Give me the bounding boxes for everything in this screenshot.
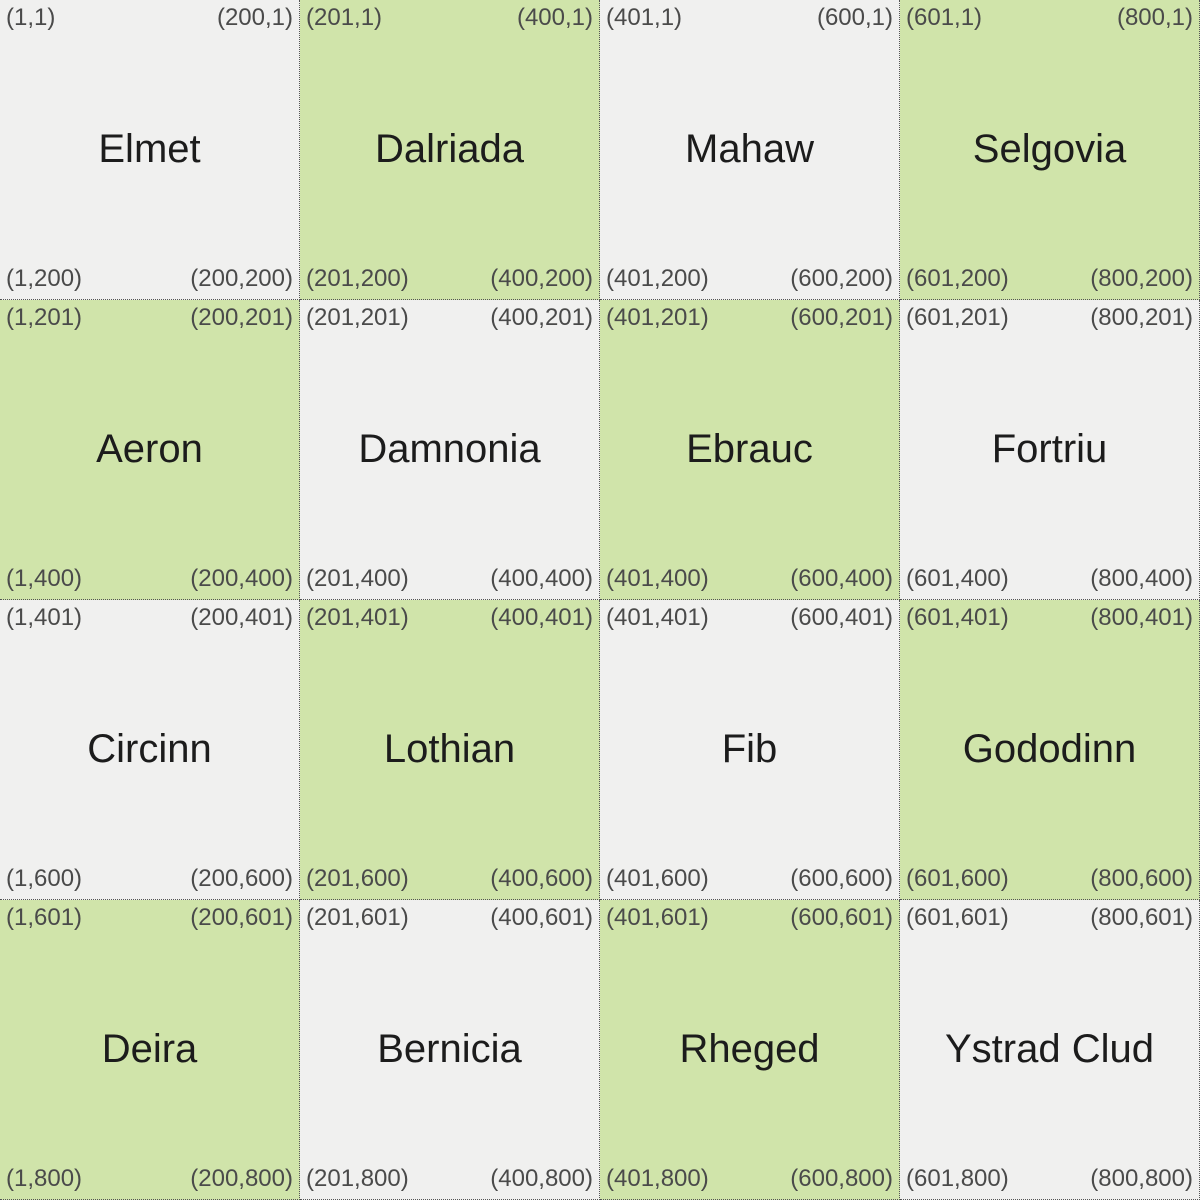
coord-bottom-left: (201,200) bbox=[306, 265, 409, 292]
coord-top-right: (800,1) bbox=[1116, 4, 1193, 31]
coord-top-right: (600,401) bbox=[790, 604, 893, 631]
grid-cell: (201,401) (400,401) Lothian (201,600) (4… bbox=[300, 600, 600, 900]
coord-bottom-right: (400,400) bbox=[490, 565, 593, 592]
coord-top-left: (1,401) bbox=[6, 604, 83, 631]
coord-bottom-right: (400,600) bbox=[490, 865, 593, 892]
coord-bottom-right: (600,600) bbox=[790, 865, 893, 892]
cell-name: Mahaw bbox=[685, 127, 814, 171]
coord-bottom-right: (600,400) bbox=[790, 565, 893, 592]
coord-top-left: (401,201) bbox=[606, 304, 709, 331]
coord-bottom-left: (401,200) bbox=[606, 265, 709, 292]
coord-top-left: (1,601) bbox=[6, 904, 83, 931]
coord-top-right: (200,1) bbox=[216, 4, 293, 31]
coord-bottom-left: (1,400) bbox=[6, 565, 83, 592]
grid-cell: (401,201) (600,201) Ebrauc (401,400) (60… bbox=[600, 300, 900, 600]
coord-bottom-right: (200,600) bbox=[190, 865, 293, 892]
coord-top-right: (800,401) bbox=[1090, 604, 1193, 631]
coord-top-left: (401,401) bbox=[606, 604, 709, 631]
coord-top-right: (200,401) bbox=[190, 604, 293, 631]
coord-top-right: (200,601) bbox=[190, 904, 293, 931]
coord-bottom-right: (600,800) bbox=[790, 1165, 893, 1192]
coord-bottom-left: (1,200) bbox=[6, 265, 83, 292]
coord-top-right: (400,601) bbox=[490, 904, 593, 931]
cell-name: Gododinn bbox=[962, 727, 1137, 771]
coord-bottom-left: (1,800) bbox=[6, 1165, 83, 1192]
grid-cell: (601,201) (800,201) Fortriu (601,400) (8… bbox=[900, 300, 1200, 600]
coord-top-right: (400,201) bbox=[490, 304, 593, 331]
coord-bottom-left: (201,400) bbox=[306, 565, 409, 592]
grid-cell: (401,601) (600,601) Rheged (401,800) (60… bbox=[600, 900, 900, 1200]
grid-cell: (1,601) (200,601) Deira (1,800) (200,800… bbox=[0, 900, 300, 1200]
grid-cell: (201,1) (400,1) Dalriada (201,200) (400,… bbox=[300, 0, 600, 300]
coord-top-left: (401,601) bbox=[606, 904, 709, 931]
grid-cell: (201,601) (400,601) Bernicia (201,800) (… bbox=[300, 900, 600, 1200]
coord-bottom-left: (601,200) bbox=[906, 265, 1009, 292]
grid-cell: (601,401) (800,401) Gododinn (601,600) (… bbox=[900, 600, 1200, 900]
grid-cell: (601,1) (800,1) Selgovia (601,200) (800,… bbox=[900, 0, 1200, 300]
coord-bottom-left: (601,400) bbox=[906, 565, 1009, 592]
coord-bottom-left: (401,800) bbox=[606, 1165, 709, 1192]
grid-cell: (1,1) (200,1) Elmet (1,200) (200,200) bbox=[0, 0, 300, 300]
cell-name: Selgovia bbox=[972, 127, 1127, 171]
coord-bottom-right: (200,200) bbox=[190, 265, 293, 292]
coord-bottom-right: (200,800) bbox=[190, 1165, 293, 1192]
coord-top-right: (400,1) bbox=[516, 4, 593, 31]
coord-top-right: (200,201) bbox=[190, 304, 293, 331]
coord-bottom-right: (400,800) bbox=[490, 1165, 593, 1192]
coord-bottom-right: (800,600) bbox=[1090, 865, 1193, 892]
coord-top-left: (1,201) bbox=[6, 304, 83, 331]
coord-top-right: (400,401) bbox=[490, 604, 593, 631]
coord-top-left: (601,601) bbox=[906, 904, 1009, 931]
coord-bottom-left: (401,600) bbox=[606, 865, 709, 892]
coord-top-right: (600,601) bbox=[790, 904, 893, 931]
cell-name: Dalriada bbox=[375, 127, 524, 171]
coord-top-left: (601,1) bbox=[906, 4, 983, 31]
coord-bottom-left: (201,800) bbox=[306, 1165, 409, 1192]
grid-cell: (601,601) (800,601) Ystrad Clud (601,800… bbox=[900, 900, 1200, 1200]
grid-cell: (401,1) (600,1) Mahaw (401,200) (600,200… bbox=[600, 0, 900, 300]
cell-name: Lothian bbox=[383, 727, 516, 771]
coord-bottom-right: (800,800) bbox=[1090, 1165, 1193, 1192]
cell-name: Elmet bbox=[98, 127, 201, 171]
coord-top-left: (201,1) bbox=[306, 4, 383, 31]
cell-name: Fib bbox=[721, 727, 778, 771]
cell-name: Aeron bbox=[96, 427, 203, 471]
coord-top-right: (600,1) bbox=[816, 4, 893, 31]
coord-bottom-right: (400,200) bbox=[490, 265, 593, 292]
coord-bottom-left: (1,600) bbox=[6, 865, 83, 892]
cell-name: Circinn bbox=[87, 727, 212, 771]
grid-cell: (1,401) (200,401) Circinn (1,600) (200,6… bbox=[0, 600, 300, 900]
coord-top-left: (201,401) bbox=[306, 604, 409, 631]
coord-bottom-left: (601,600) bbox=[906, 865, 1009, 892]
cell-name: Deira bbox=[101, 1027, 198, 1071]
coord-bottom-left: (401,400) bbox=[606, 565, 709, 592]
coord-top-right: (800,201) bbox=[1090, 304, 1193, 331]
cell-name: Ebrauc bbox=[686, 427, 813, 471]
coord-bottom-right: (600,200) bbox=[790, 265, 893, 292]
coord-top-right: (600,201) bbox=[790, 304, 893, 331]
coord-top-right: (800,601) bbox=[1090, 904, 1193, 931]
cell-name: Rheged bbox=[679, 1027, 820, 1071]
cell-name: Bernicia bbox=[377, 1027, 522, 1071]
coord-bottom-right: (200,400) bbox=[190, 565, 293, 592]
coord-top-left: (201,201) bbox=[306, 304, 409, 331]
cell-name: Ystrad Clud bbox=[945, 1027, 1154, 1071]
cell-name: Damnonia bbox=[358, 427, 541, 471]
coord-top-left: (1,1) bbox=[6, 4, 56, 31]
coord-top-left: (601,401) bbox=[906, 604, 1009, 631]
grid-cell: (201,201) (400,201) Damnonia (201,400) (… bbox=[300, 300, 600, 600]
grid-cell: (401,401) (600,401) Fib (401,600) (600,6… bbox=[600, 600, 900, 900]
coord-top-left: (601,201) bbox=[906, 304, 1009, 331]
coord-bottom-left: (601,800) bbox=[906, 1165, 1009, 1192]
coord-top-left: (401,1) bbox=[606, 4, 683, 31]
grid-cell: (1,201) (200,201) Aeron (1,400) (200,400… bbox=[0, 300, 300, 600]
coord-bottom-right: (800,200) bbox=[1090, 265, 1193, 292]
coord-bottom-right: (800,400) bbox=[1090, 565, 1193, 592]
cell-name: Fortriu bbox=[991, 427, 1108, 471]
coord-bottom-left: (201,600) bbox=[306, 865, 409, 892]
coord-top-left: (201,601) bbox=[306, 904, 409, 931]
